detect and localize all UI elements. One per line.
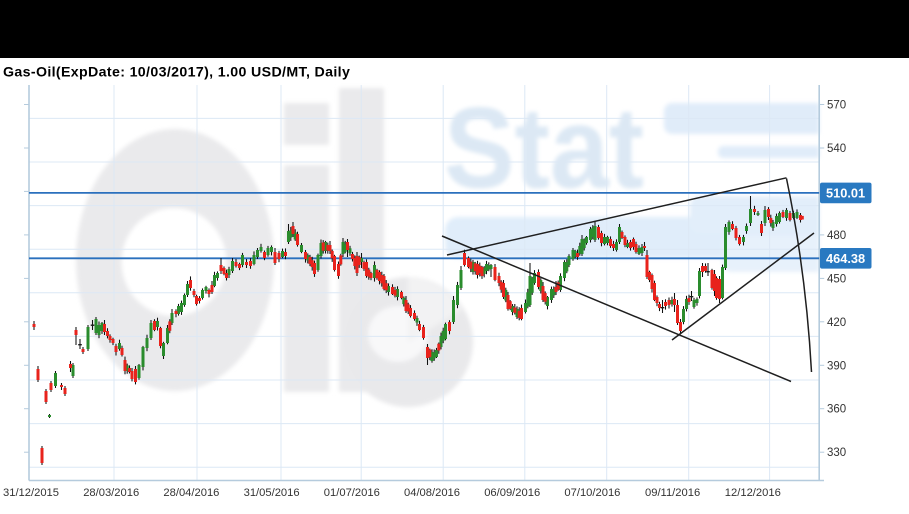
svg-text:07/10/2016: 07/10/2016 [564, 487, 620, 499]
svg-text:330: 330 [827, 447, 846, 459]
svg-text:01/07/2016: 01/07/2016 [324, 487, 380, 499]
svg-text:28/04/2016: 28/04/2016 [163, 487, 219, 499]
svg-text:09/11/2016: 09/11/2016 [645, 487, 700, 499]
svg-text:480: 480 [827, 230, 846, 242]
svg-text:12/12/2016: 12/12/2016 [725, 487, 781, 499]
svg-text:06/09/2016: 06/09/2016 [484, 487, 540, 499]
svg-text:390: 390 [827, 360, 846, 372]
svg-text:570: 570 [827, 100, 846, 112]
svg-text:450: 450 [827, 273, 846, 285]
svg-text:04/08/2016: 04/08/2016 [404, 487, 460, 499]
svg-text:360: 360 [827, 404, 846, 416]
svg-text:464.38: 464.38 [826, 251, 865, 266]
svg-text:Stat: Stat [444, 85, 644, 213]
svg-text:Gas-Oil(ExpDate: 10/03/2017),: Gas-Oil(ExpDate: 10/03/2017), 1.00 USD/M… [3, 65, 350, 81]
svg-text:28/03/2016: 28/03/2016 [83, 487, 139, 499]
svg-text:31/12/2015: 31/12/2015 [3, 487, 59, 499]
svg-text:510.01: 510.01 [826, 186, 865, 201]
svg-text:540: 540 [827, 143, 846, 155]
svg-text:31/05/2016: 31/05/2016 [244, 487, 300, 499]
svg-text:420: 420 [827, 317, 846, 329]
